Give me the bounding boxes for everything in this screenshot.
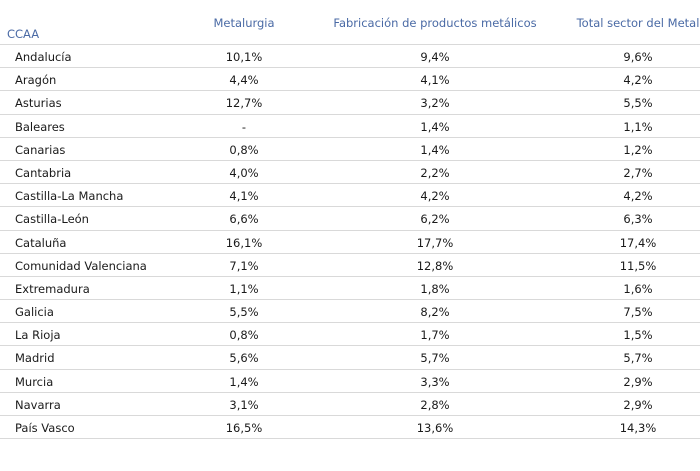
cell-metalurgia: 0,8%	[229, 142, 259, 157]
cell-ccaa: Murcia	[15, 374, 54, 389]
cell-fabricacion: 12,8%	[416, 258, 454, 273]
cell-fabricacion: 1,7%	[420, 328, 450, 343]
table-row: Castilla-León 6,6% 6,2% 6,3%	[0, 207, 700, 231]
cell-total: 9,6%	[623, 50, 653, 64]
cell-fabricacion: 2,2%	[420, 165, 450, 180]
table-row: País Vasco 16,5% 13,6% 14,3%	[0, 416, 700, 440]
cell-ccaa: Castilla-La Mancha	[15, 189, 124, 204]
header-fabricacion: Fabricación de productos metálicos	[333, 16, 537, 30]
cell-fabricacion: 1,4%	[420, 142, 450, 157]
cell-total: 2,9%	[623, 397, 653, 412]
cell-ccaa: La Rioja	[15, 328, 61, 343]
table-row: Navarra 3,1% 2,8% 2,9%	[0, 393, 700, 416]
cell-total: 2,9%	[623, 374, 653, 389]
table-row: Cataluña 16,1% 17,7% 17,4%	[0, 231, 700, 254]
table-row: Andalucía 10,1% 9,4% 9,6%	[0, 45, 700, 69]
cell-fabricacion: 5,7%	[420, 351, 450, 366]
cell-ccaa: País Vasco	[15, 421, 75, 435]
cell-ccaa: Navarra	[15, 397, 61, 412]
header-metalurgia: Metalurgia	[213, 16, 275, 30]
header-total: Total sector del Metal	[576, 16, 700, 30]
cell-metalurgia: 6,6%	[229, 212, 259, 227]
cell-metalurgia: 1,1%	[229, 281, 259, 296]
table-header: CCAA Metalurgia Fabricación de productos…	[0, 0, 700, 45]
table-row: Aragón 4,4% 4,1% 4,2%	[0, 68, 700, 92]
cell-ccaa: Andalucía	[15, 50, 72, 64]
cell-fabricacion: 3,3%	[420, 374, 450, 389]
cell-metalurgia: 1,4%	[229, 374, 259, 389]
cell-metalurgia: 7,1%	[229, 258, 259, 273]
table-row: Cantabria 4,0% 2,2% 2,7%	[0, 161, 700, 185]
cell-metalurgia: 0,8%	[229, 328, 259, 343]
header-ccaa: CCAA	[7, 27, 40, 41]
table-row: La Rioja 0,8% 1,7% 1,5%	[0, 323, 700, 347]
cell-ccaa: Baleares	[15, 119, 65, 134]
cell-fabricacion: 2,8%	[420, 397, 450, 412]
table-row: Asturias 12,7% 3,2% 5,5%	[0, 91, 700, 115]
cell-ccaa: Cataluña	[15, 235, 67, 250]
cell-fabricacion: 17,7%	[416, 235, 454, 250]
cell-fabricacion: 3,2%	[420, 96, 450, 111]
cell-total: 17,4%	[619, 235, 657, 250]
cell-metalurgia: 12,7%	[225, 96, 263, 111]
cell-metalurgia: 16,1%	[225, 235, 263, 250]
cell-total: 11,5%	[619, 258, 657, 273]
cell-metalurgia: 5,6%	[229, 351, 259, 366]
cell-total: 4,2%	[623, 73, 653, 88]
cell-ccaa: Galicia	[15, 305, 54, 320]
cell-metalurgia: 16,5%	[225, 421, 263, 435]
cell-ccaa: Asturias	[15, 96, 62, 111]
cell-metalurgia: 4,1%	[229, 189, 259, 204]
cell-total: 1,1%	[623, 119, 653, 134]
table-row: Castilla-La Mancha 4,1% 4,2% 4,2%	[0, 184, 700, 208]
cell-fabricacion: 1,8%	[420, 281, 450, 296]
table-row: Madrid 5,6% 5,7% 5,7%	[0, 346, 700, 370]
cell-metalurgia: 3,1%	[229, 397, 259, 412]
cell-ccaa: Castilla-León	[15, 212, 89, 227]
cell-total: 2,7%	[623, 165, 653, 180]
cell-total: 1,5%	[623, 328, 653, 343]
cell-ccaa: Aragón	[15, 73, 57, 88]
cell-ccaa: Comunidad Valenciana	[15, 258, 147, 273]
cell-total: 1,6%	[623, 281, 653, 296]
cell-metalurgia: 5,5%	[229, 305, 259, 320]
cell-ccaa: Canarias	[15, 142, 66, 157]
cell-total: 7,5%	[623, 305, 653, 320]
cell-total: 5,7%	[623, 351, 653, 366]
cell-total: 4,2%	[623, 189, 653, 204]
cell-metalurgia: -	[241, 119, 247, 134]
cell-ccaa: Madrid	[15, 351, 55, 366]
table-body: Andalucía 10,1% 9,4% 9,6% Aragón 4,4% 4,1% 4,2%…	[0, 45, 700, 440]
table-row: Comunidad Valenciana 7,1% 12,8% 11,5%	[0, 254, 700, 277]
table-row: Baleares - 1,4% 1,1%	[0, 115, 700, 138]
cell-total: 1,2%	[623, 142, 653, 157]
cell-metalurgia: 4,0%	[229, 165, 259, 180]
cell-fabricacion: 13,6%	[416, 421, 454, 435]
cell-total: 14,3%	[619, 421, 657, 435]
table-row: Galicia 5,5% 8,2% 7,5%	[0, 300, 700, 324]
cell-metalurgia: 10,1%	[225, 50, 263, 64]
cell-metalurgia: 4,4%	[229, 73, 259, 88]
cell-total: 5,5%	[623, 96, 653, 111]
cell-fabricacion: 1,4%	[420, 119, 450, 134]
cell-ccaa: Cantabria	[15, 165, 72, 180]
cell-fabricacion: 8,2%	[420, 305, 450, 320]
table-row: Canarias 0,8% 1,4% 1,2%	[0, 138, 700, 161]
table-row: Murcia 1,4% 3,3% 2,9%	[0, 370, 700, 393]
cell-ccaa: Extremadura	[15, 281, 90, 296]
table-row: Extremadura 1,1% 1,8% 1,6%	[0, 277, 700, 301]
cell-total: 6,3%	[623, 212, 653, 227]
cell-fabricacion: 9,4%	[420, 50, 450, 64]
cell-fabricacion: 4,1%	[420, 73, 450, 88]
cell-fabricacion: 4,2%	[420, 189, 450, 204]
cell-fabricacion: 6,2%	[420, 212, 450, 227]
